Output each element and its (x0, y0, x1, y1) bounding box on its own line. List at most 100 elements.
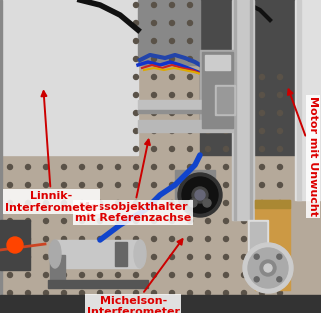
Circle shape (80, 237, 84, 242)
Circle shape (98, 201, 102, 206)
Circle shape (134, 309, 138, 313)
Bar (234, 0, 236, 220)
Circle shape (152, 129, 157, 134)
Bar (297, 0, 301, 200)
Circle shape (169, 182, 175, 187)
Circle shape (259, 110, 265, 115)
Circle shape (187, 290, 193, 295)
Bar (215, 85, 235, 115)
Circle shape (44, 182, 48, 187)
Circle shape (259, 254, 265, 259)
Circle shape (80, 218, 84, 223)
Ellipse shape (134, 240, 146, 268)
Circle shape (277, 273, 282, 278)
Circle shape (205, 237, 211, 242)
Circle shape (98, 237, 102, 242)
Bar (55, 240, 140, 268)
Circle shape (98, 254, 102, 259)
Circle shape (44, 218, 48, 223)
Circle shape (134, 38, 138, 44)
Circle shape (241, 110, 247, 115)
Circle shape (241, 165, 247, 170)
Circle shape (241, 129, 247, 134)
Circle shape (7, 237, 23, 253)
Circle shape (169, 3, 175, 8)
Circle shape (169, 129, 175, 134)
Circle shape (223, 218, 229, 223)
Circle shape (80, 273, 84, 278)
Circle shape (134, 110, 138, 115)
Bar (50, 255, 65, 285)
Bar (255, 200, 290, 290)
Circle shape (169, 218, 175, 223)
Circle shape (259, 93, 265, 98)
Circle shape (116, 165, 120, 170)
Circle shape (25, 309, 30, 313)
Circle shape (241, 218, 247, 223)
Circle shape (134, 182, 138, 187)
Circle shape (187, 3, 193, 8)
Circle shape (134, 237, 138, 242)
Bar (175, 170, 215, 205)
Circle shape (187, 309, 193, 313)
Circle shape (169, 201, 175, 206)
Circle shape (116, 254, 120, 259)
Circle shape (80, 165, 84, 170)
Circle shape (259, 165, 265, 170)
Circle shape (223, 165, 229, 170)
Circle shape (241, 146, 247, 151)
Bar (138, 110, 233, 113)
Circle shape (7, 254, 13, 259)
Circle shape (241, 74, 247, 80)
Circle shape (277, 182, 282, 187)
Circle shape (134, 290, 138, 295)
Circle shape (169, 38, 175, 44)
Circle shape (134, 74, 138, 80)
Circle shape (187, 273, 193, 278)
Circle shape (25, 218, 30, 223)
Circle shape (169, 165, 175, 170)
Circle shape (223, 182, 229, 187)
Circle shape (203, 199, 211, 207)
Circle shape (152, 110, 157, 115)
Circle shape (182, 177, 218, 213)
Bar (0, 0, 2, 313)
Circle shape (277, 74, 282, 80)
Circle shape (62, 309, 66, 313)
Circle shape (62, 273, 66, 278)
Circle shape (277, 277, 282, 282)
Circle shape (187, 218, 193, 223)
Bar (217, 87, 233, 113)
Circle shape (152, 38, 157, 44)
Circle shape (98, 309, 102, 313)
Circle shape (98, 273, 102, 278)
Circle shape (223, 93, 229, 98)
Bar (255, 200, 290, 208)
Circle shape (169, 309, 175, 313)
Circle shape (205, 290, 211, 295)
Circle shape (7, 182, 13, 187)
Circle shape (259, 290, 265, 295)
Circle shape (259, 74, 265, 80)
Circle shape (80, 290, 84, 295)
Circle shape (134, 129, 138, 134)
Circle shape (187, 254, 193, 259)
Circle shape (205, 182, 211, 187)
Circle shape (134, 20, 138, 25)
Circle shape (80, 182, 84, 187)
Bar (250, 0, 252, 220)
Circle shape (152, 20, 157, 25)
Circle shape (264, 264, 272, 272)
Circle shape (44, 165, 48, 170)
Circle shape (241, 93, 247, 98)
Circle shape (223, 254, 229, 259)
Circle shape (205, 129, 211, 134)
Circle shape (152, 273, 157, 278)
Circle shape (134, 273, 138, 278)
Circle shape (7, 290, 13, 295)
Circle shape (25, 182, 30, 187)
Circle shape (277, 129, 282, 134)
Circle shape (7, 165, 13, 170)
Circle shape (134, 165, 138, 170)
Circle shape (178, 173, 222, 217)
